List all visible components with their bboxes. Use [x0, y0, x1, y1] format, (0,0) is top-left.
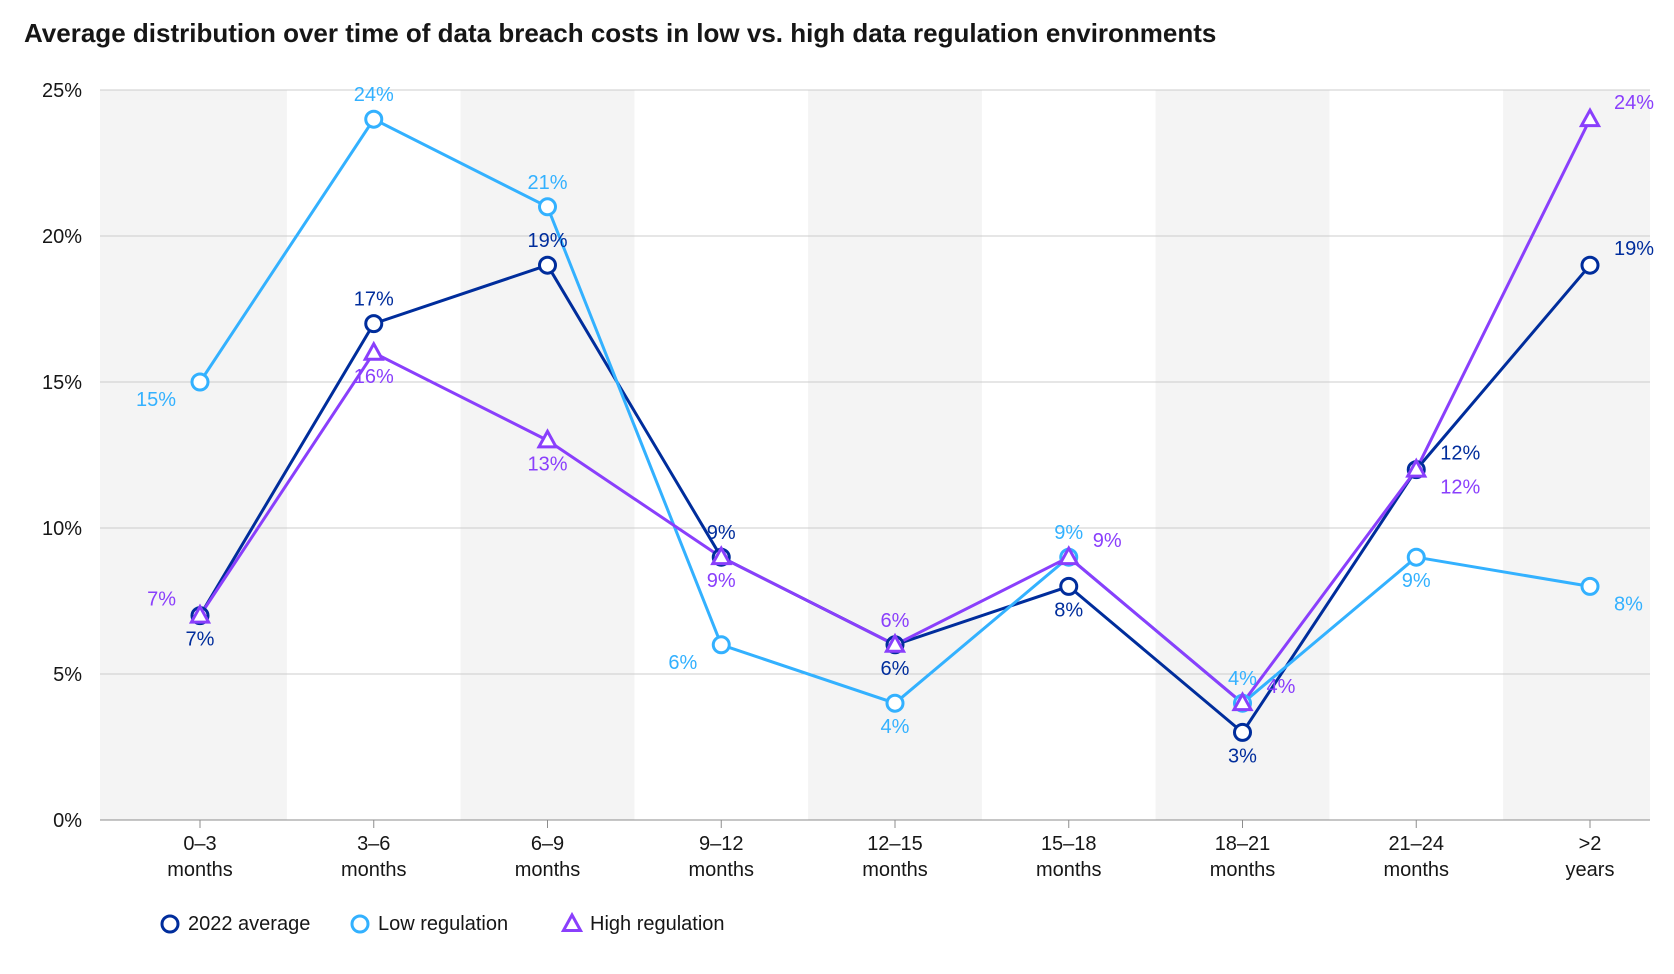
plot-band [100, 90, 287, 820]
x-tick-label: 21–24 [1388, 833, 1444, 855]
x-tick-label: months [688, 859, 754, 881]
plot-bands [100, 90, 1650, 820]
data-label: 3% [1228, 745, 1257, 767]
x-tick-label: months [515, 859, 581, 881]
x-tick-label: years [1566, 859, 1615, 881]
marker-triangle [365, 344, 382, 359]
marker-circle [366, 111, 382, 127]
x-tick-label: >2 [1579, 833, 1602, 855]
y-tick-label: 20% [42, 226, 82, 248]
legend: 2022 average Low regulation High regulatio… [162, 913, 725, 935]
x-tick-label: months [862, 859, 928, 881]
data-label: 13% [527, 453, 567, 475]
data-label: 24% [354, 84, 394, 106]
y-tick-label: 10% [42, 518, 82, 540]
data-label: 21% [527, 172, 567, 194]
data-label: 7% [147, 589, 176, 611]
data-label: 12% [1440, 477, 1480, 499]
x-axis-labels: 0–3 months 3–6 months 6–9 months 9–12 months 12–… [167, 820, 1614, 881]
x-tick-label: months [1383, 859, 1449, 881]
data-label: 4% [1228, 668, 1257, 690]
marker-circle [162, 916, 178, 932]
marker-triangle [563, 915, 580, 930]
data-label: 17% [354, 289, 394, 311]
chart-container: Average distribution over time of data b… [0, 0, 1674, 974]
marker-circle [540, 257, 556, 273]
plot-band [1503, 90, 1650, 820]
data-label: 9% [707, 522, 736, 544]
y-tick-label: 5% [53, 664, 82, 686]
legend-label: 2022 average [188, 913, 310, 935]
x-tick-label: 12–15 [867, 833, 923, 855]
data-label: 6% [881, 658, 910, 680]
marker-circle [540, 199, 556, 215]
data-label: 16% [354, 366, 394, 388]
x-tick-label: 18–21 [1215, 833, 1271, 855]
marker-circle [887, 695, 903, 711]
y-tick-label: 0% [53, 810, 82, 832]
data-label: 4% [881, 716, 910, 738]
y-axis-labels: 0% 5% 10% 15% 20% 25% [42, 80, 82, 832]
x-tick-label: 15–18 [1041, 833, 1097, 855]
x-tick-label: 3–6 [357, 833, 390, 855]
data-label: 9% [1402, 570, 1431, 592]
data-label: 8% [1054, 599, 1083, 621]
x-tick-label: 9–12 [699, 833, 744, 855]
data-label: 9% [707, 570, 736, 592]
data-label: 4% [1267, 676, 1296, 698]
y-tick-label: 25% [42, 80, 82, 102]
data-label: 6% [881, 610, 910, 632]
y-tick-label: 15% [42, 372, 82, 394]
data-label: 15% [136, 389, 176, 411]
data-label: 8% [1614, 593, 1643, 615]
chart-svg: 0% 5% 10% 15% 20% 25% 0–3 months 3–6 months 6–9 mon… [0, 0, 1674, 974]
marker-circle [1582, 578, 1598, 594]
data-label: 19% [527, 230, 567, 252]
x-tick-label: months [167, 859, 233, 881]
x-tick-label: months [1210, 859, 1276, 881]
legend-label: Low regulation [378, 913, 508, 935]
data-label: 9% [1054, 522, 1083, 544]
data-label: 9% [1093, 530, 1122, 552]
x-tick-label: months [341, 859, 407, 881]
marker-circle [192, 374, 208, 390]
marker-circle [713, 637, 729, 653]
legend-label: High regulation [590, 913, 725, 935]
data-label: 19% [1614, 238, 1654, 260]
marker-circle [1235, 724, 1251, 740]
marker-circle [366, 316, 382, 332]
x-tick-label: 6–9 [531, 833, 564, 855]
x-tick-label: months [1036, 859, 1102, 881]
marker-circle [352, 916, 368, 932]
marker-circle [1061, 578, 1077, 594]
marker-circle [1408, 549, 1424, 565]
data-label: 12% [1440, 443, 1480, 465]
data-label: 6% [668, 652, 697, 674]
chart-title: Average distribution over time of data b… [24, 18, 1216, 49]
data-label: 7% [186, 629, 215, 651]
marker-circle [1582, 257, 1598, 273]
data-label: 24% [1614, 92, 1654, 114]
x-tick-label: 0–3 [183, 833, 216, 855]
